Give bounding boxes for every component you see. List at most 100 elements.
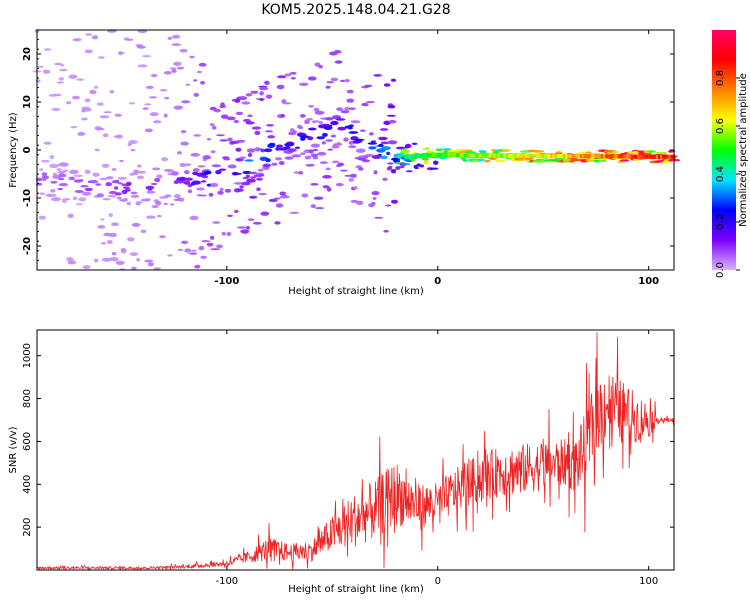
spectrogram-cell [247,114,253,118]
spectrogram-cell [154,177,161,183]
spectrogram-cell [546,154,549,158]
spectrogram-cell [167,36,173,40]
spectrogram-cell [484,159,491,163]
spectrogram-cell [189,252,198,255]
spectrogram-cell [307,76,317,81]
spectrogram-cell [142,55,152,58]
spectrogram-cell [108,232,117,238]
spectrogram-cell [579,154,583,159]
spectrogram-cell [164,194,172,198]
spectrogram-cell [444,153,448,157]
spectrogram-cell [58,77,64,81]
spectrogram-cell [136,45,146,49]
spectrogram-cell [360,129,366,132]
spectrogram-cell [299,152,306,156]
spectrogram-cell [277,75,287,79]
spectrogram-cell [364,153,374,157]
spectrogram-cell [383,229,389,233]
spectrogram-cell [370,140,376,143]
spectrogram-cell [39,168,44,171]
spectrogram-cell [43,141,52,145]
spectrogram-cell [179,48,188,53]
spectrogram-cell [209,235,215,240]
spectrogram-cell [636,154,640,159]
spectrogram-cell [209,123,215,126]
spectrogram-cell [176,180,185,184]
spectrogram-cell [449,153,452,158]
spectrogram-cell [190,153,200,157]
spectrogram-cell [226,231,232,237]
spectrogram-cell [508,153,511,158]
spectrogram-cell [569,154,572,159]
spectrogram-cell [151,205,159,208]
spectrogram-cell [147,262,154,267]
spectrogram-cell [267,135,276,139]
spectrogram-cell [183,180,191,185]
spectrogram-cell [312,156,319,160]
spectrogram-cell [236,226,247,229]
spectrogram-cell [275,203,284,208]
spectrogram-cell [144,198,151,202]
spectrogram-cell [79,179,84,182]
spectrogram-cell [628,154,631,159]
spectrogram-cell [348,124,354,127]
spectrogram-cell [634,154,638,159]
spectrogram-cell [58,183,69,187]
spectrogram-cell [499,153,503,158]
spectrogram-cell [187,183,193,188]
spectrogram-cell [337,162,345,167]
spectrogram-cell [423,160,429,165]
spectrogram-cell [155,200,162,206]
spectrogram-cell [336,118,346,121]
spectrogram-cell [192,168,200,173]
spectrogram-cell [128,140,138,144]
spectrogram-cell [335,183,344,187]
spectrogram-cell [645,154,648,159]
spectrogram-cell [318,65,323,69]
spectrogram-cell [388,120,397,124]
spectrogram-cell [72,38,82,42]
spectrogram-cell [305,163,315,167]
spectrogram-cell [382,177,388,181]
spectrogram-cell [62,169,69,172]
spectrogram-cell [548,154,551,159]
spectrogram-cell [334,60,343,64]
spectrogram-cell [197,70,202,74]
spectrogram-cell [246,148,256,153]
spectrogram-cell [582,154,585,159]
spectrogram-cell [111,168,117,171]
spectrogram-cell [259,91,264,96]
spectrogram-cell [191,180,201,185]
spectrogram-cell [451,153,454,158]
spectrogram-cell [447,153,450,157]
spectrogram-cell [322,175,332,179]
spectrogram-cell [142,107,149,110]
spectrogram-cell [217,190,224,195]
spectrogram-cell [400,149,410,154]
spectrogram-cell [413,154,416,159]
spectrogram-cell [171,171,179,176]
spectrogram-cell [453,151,460,154]
spectrogram-cell [377,153,382,157]
spectrogram-cell [372,197,377,200]
spectrogram-cell [632,154,636,159]
spectrogram-cell [506,153,509,158]
spectrogram-cell [369,132,374,136]
spectrogram-cell [459,153,463,158]
spectrogram-cell [308,149,314,154]
spectrogram-cell [430,153,433,158]
spectrogram-cell [85,33,93,36]
spectrogram-cell [510,153,513,158]
spectrogram-cell [291,154,302,158]
spectrogram-cell [501,153,505,158]
spectrogram-cell [66,101,72,105]
spectrogram-cell [611,154,615,159]
spectrogram-cell [245,93,253,97]
spectrogram-cell [318,121,324,124]
spectrogram-cell [522,153,526,158]
spectrogram-cell [245,121,255,125]
spectrogram-cell [585,151,592,154]
spectrogram-cell [462,159,469,162]
spectrogram-cell [235,147,242,152]
spectrogram-cell [235,139,246,143]
